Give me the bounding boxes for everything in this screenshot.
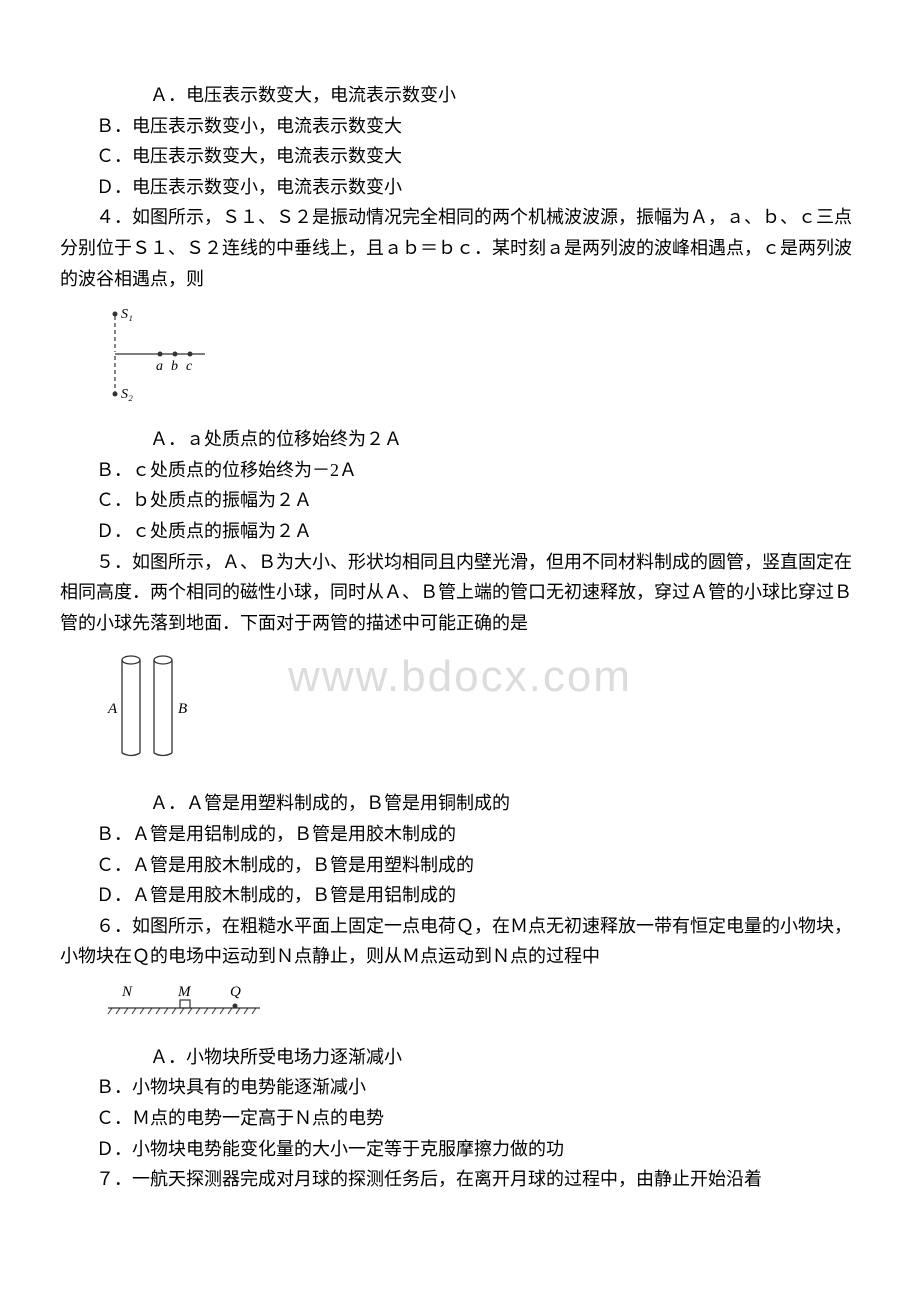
q5-option-d: Ｄ．Ａ管是用胶木制成的，Ｂ管是用铝制成的	[60, 880, 860, 911]
fig-label-b: b	[171, 359, 178, 374]
q3-option-d: Ｄ．电压表示数变小，电流表示数变小	[60, 172, 860, 203]
fig-label-m: M	[177, 984, 192, 1000]
q4-option-b: Ｂ．ｃ处质点的位移始终为－2Ａ	[60, 455, 860, 486]
fig-label-b-tube: B	[178, 701, 187, 717]
q6-figure: N M Q	[100, 982, 860, 1022]
document-body: Ａ．电压表示数变大，电流表示数变小 Ｂ．电压表示数变小，电流表示数变大 Ｃ．电压…	[60, 80, 860, 1195]
q6-option-a: Ａ．小物块所受电场力逐渐减小	[60, 1042, 860, 1073]
q4-option-d: Ｄ．ｃ处质点的振幅为２Ａ	[60, 516, 860, 547]
q4-stem: ４．如图所示，Ｓ１、Ｓ２是振动情况完全相同的两个机械波波源，振幅为Ａ，ａ、ｂ、ｃ…	[60, 202, 860, 294]
q3-option-a: Ａ．电压表示数变大，电流表示数变小	[60, 80, 860, 111]
fig-label-a: a	[156, 359, 163, 374]
fig-label-q: Q	[230, 984, 241, 1000]
fig-label-c: c	[186, 359, 193, 374]
fig-label-s2: S₂	[121, 387, 133, 402]
q5-stem: ５．如图所示，Ａ、Ｂ为大小、形状均相同且内壁光滑，但用不同材料制成的圆管，竖直固…	[60, 547, 860, 639]
fig-label-a-tube: A	[107, 701, 118, 717]
q6-stem: ６．如图所示，在粗糙水平面上固定一点电荷Ｑ，在Ｍ点无初速释放一带有恒定电量的小物…	[60, 911, 860, 972]
q4-option-c: Ｃ．ｂ处质点的振幅为２Ａ	[60, 485, 860, 516]
q3-option-b: Ｂ．电压表示数变小，电流表示数变大	[60, 111, 860, 142]
q4-option-a: Ａ．ａ处质点的位移始终为２Ａ	[60, 424, 860, 455]
q5-option-a: Ａ．Ａ管是用塑料制成的，Ｂ管是用铜制成的	[60, 788, 860, 819]
fig-label-n: N	[121, 984, 133, 1000]
fig-label-s1: S₁	[121, 307, 133, 322]
q4-figure: S₁ a b c S₂	[100, 304, 860, 404]
q6-option-d: Ｄ．小物块电势能变化量的大小一定等于克服摩擦力做的功	[60, 1134, 860, 1165]
q3-option-c: Ｃ．电压表示数变大，电流表示数变大	[60, 141, 860, 172]
q5-figure: A B	[100, 648, 860, 768]
q5-option-b: Ｂ．Ａ管是用铝制成的，Ｂ管是用胶木制成的	[60, 819, 860, 850]
q6-option-c: Ｃ．Ｍ点的电势一定高于Ｎ点的电势	[60, 1103, 860, 1134]
q7-stem: ７．一航天探测器完成对月球的探测任务后，在离开月球的过程中，由静止开始沿着	[60, 1164, 860, 1195]
q6-option-b: Ｂ．小物块具有的电势能逐渐减小	[60, 1072, 860, 1103]
q5-option-c: Ｃ．Ａ管是用胶木制成的，Ｂ管是用塑料制成的	[60, 850, 860, 881]
